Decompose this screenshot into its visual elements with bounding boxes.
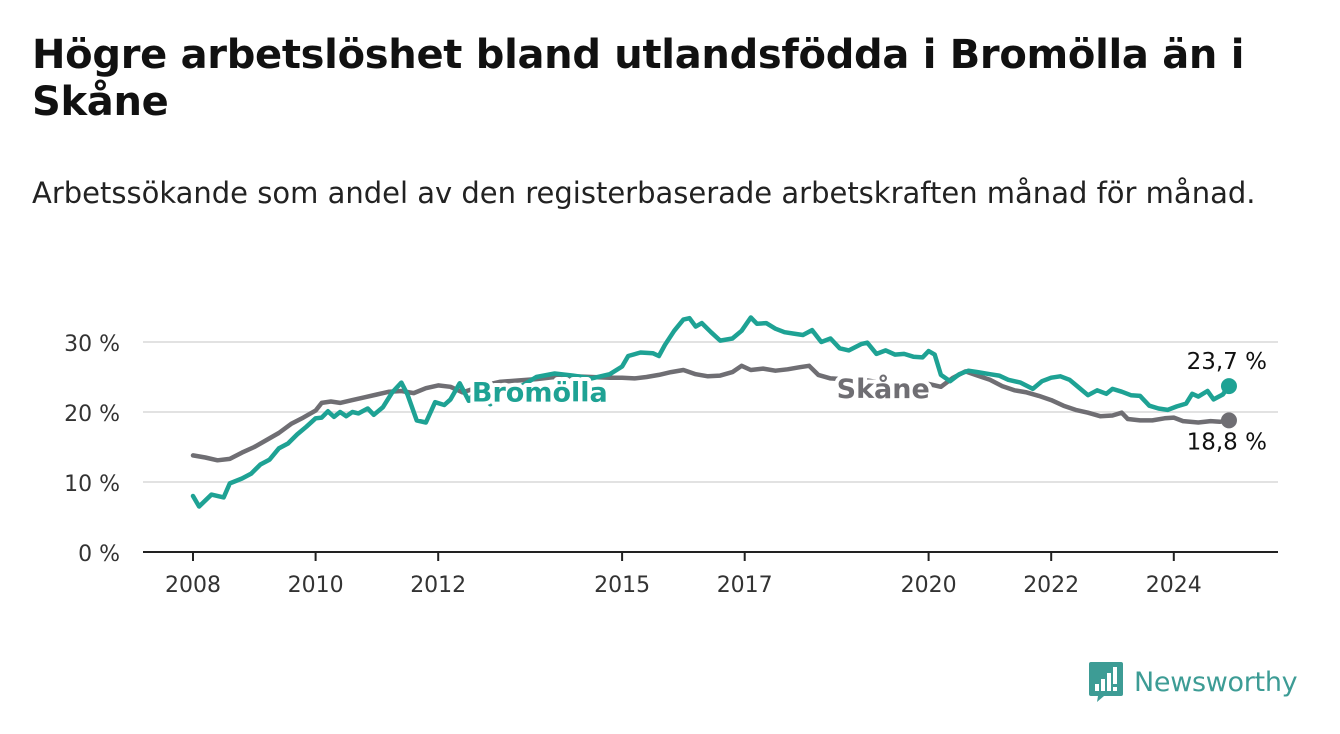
series-lines (190, 315, 1232, 509)
x-tick-label: 2017 (717, 573, 773, 598)
x-tick-label: 2008 (165, 573, 221, 598)
skane-label-halo: Skåne (837, 373, 930, 405)
x-tick-label: 2020 (901, 573, 957, 598)
newsworthy-logo[interactable]: Newsworthy (1088, 660, 1298, 704)
skane-label: Skåne (837, 373, 930, 405)
bromolla-label: Bromölla (472, 378, 608, 409)
x-tick-label: 2024 (1146, 573, 1202, 598)
x-tick-label: 2022 (1023, 573, 1079, 598)
bromolla-line (190, 315, 1232, 509)
skane-end-label: 18,8 % (1187, 429, 1267, 455)
chart-title: Högre arbetslöshet bland utlandsfödda i … (32, 32, 1245, 125)
x-tick-label: 2012 (410, 573, 466, 598)
skane-end-point (1220, 412, 1237, 429)
chart-subtitle: Arbetssökande som andel av den registerb… (32, 176, 1256, 210)
x-tick-label: 2015 (594, 573, 650, 598)
newsworthy-chart-icon (1089, 662, 1123, 702)
brand-name: Newsworthy (1134, 666, 1298, 698)
bromolla-label-halo: Bromölla (472, 378, 608, 409)
y-tick-label: 20 % (64, 402, 120, 427)
skane-line (190, 363, 1232, 463)
y-tick-label: 10 % (64, 472, 120, 497)
y-tick-label: 0 % (78, 542, 120, 567)
bromolla-end-point (1220, 378, 1237, 395)
x-tick-label: 2010 (288, 573, 344, 598)
x-axis-ticks: 2008 2010 2012 2015 2017 2020 2022 2024 (165, 552, 1202, 598)
y-axis-ticks: 0 % 10 % 20 % 30 % (64, 332, 120, 567)
y-tick-label: 30 % (64, 332, 120, 357)
bromolla-end-label: 23,7 % (1187, 349, 1267, 375)
